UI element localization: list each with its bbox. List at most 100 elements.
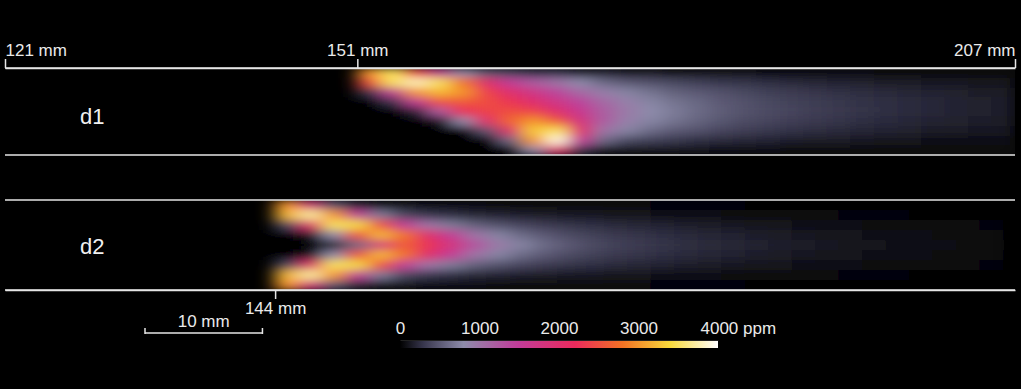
- heatmap-cell: [933, 270, 957, 281]
- heatmap-cell: [545, 107, 569, 117]
- heatmap-cell: [428, 68, 452, 78]
- colorbar-tick-label: 2000: [541, 319, 579, 338]
- colorbar-axis-line: [401, 340, 719, 341]
- heatmap-cell: [674, 230, 698, 241]
- heatmap-cell: [862, 250, 886, 261]
- heatmap-cell: [980, 240, 1004, 251]
- heatmap-cell: [357, 116, 381, 126]
- heatmap-cell: [686, 68, 710, 78]
- heatmap-cell: [886, 210, 910, 221]
- heatmap-cell: [909, 200, 933, 211]
- heatmap-cell: [757, 145, 781, 155]
- tick: 151 mm: [327, 41, 388, 68]
- heatmap-cell: [674, 280, 698, 290]
- heatmap-cell: [487, 250, 511, 261]
- heatmap-cell: [275, 230, 299, 241]
- heatmap-cell: [874, 145, 898, 155]
- heatmap-cell: [780, 116, 804, 126]
- heatmap-cell: [627, 210, 651, 221]
- heatmap-cell: [393, 210, 417, 221]
- heatmap-cell: [592, 107, 616, 117]
- heatmap-cell: [451, 68, 475, 78]
- heatmap-cell: [440, 210, 464, 221]
- heatmap-cell: [451, 87, 475, 97]
- heatmap-cell: [604, 250, 628, 261]
- heatmap-cell: [275, 260, 299, 271]
- heatmap-cell: [487, 280, 511, 290]
- heatmap-cell: [487, 230, 511, 241]
- heatmap-cell: [510, 260, 534, 271]
- heatmap-cell: [780, 87, 804, 97]
- heatmap-cell: [851, 136, 875, 146]
- heatmap-cell: [933, 260, 957, 271]
- heatmap-cell: [569, 145, 593, 155]
- heatmap-cell: [698, 200, 722, 211]
- heatmap-cell: [592, 116, 616, 126]
- heatmap-cell: [886, 200, 910, 211]
- heatmap-cell: [322, 200, 346, 211]
- heatmap-cell: [557, 250, 581, 261]
- heatmap-cell: [945, 107, 969, 117]
- colorbar-tick-label: 1000: [461, 319, 499, 338]
- heatmap-cell: [498, 126, 522, 136]
- heatmap-cell: [721, 200, 745, 211]
- heatmap-cell: [487, 220, 511, 231]
- heatmap-cell: [510, 270, 534, 281]
- heatmap-cell: [393, 240, 417, 251]
- heatmap-cell: [886, 220, 910, 231]
- heatmap-cell: [639, 78, 663, 88]
- heatmap-cell: [710, 87, 734, 97]
- heatmap-cell: [580, 230, 604, 241]
- heatmap-cell: [346, 280, 370, 290]
- heatmap-cell: [909, 250, 933, 261]
- heatmap-cell: [674, 220, 698, 231]
- heatmap-cell: [357, 87, 381, 97]
- heatmap-cell: [886, 230, 910, 241]
- panel-frame: [5, 199, 1015, 201]
- heatmap-cell: [404, 136, 428, 146]
- heatmap-cell: [299, 260, 323, 271]
- heatmap-cell: [839, 250, 863, 261]
- heatmap-cell: [745, 230, 769, 241]
- heatmap-cell: [827, 87, 851, 97]
- heatmap-cell: [792, 200, 816, 211]
- heatmap-cell: [686, 87, 710, 97]
- heatmap-cell: [440, 250, 464, 261]
- heatmap-cell: [651, 250, 675, 261]
- heatmap-cell: [921, 136, 945, 146]
- heatmap-cell: [663, 68, 687, 78]
- heatmap-cell: [275, 250, 299, 261]
- heatmap-cell: [874, 126, 898, 136]
- heatmap-cell: [827, 107, 851, 117]
- heatmap-cell: [780, 97, 804, 107]
- heatmap-cell: [428, 145, 452, 155]
- heatmap-cell: [921, 68, 945, 78]
- heatmap-cell: [569, 87, 593, 97]
- heatmap-cell: [416, 240, 440, 251]
- heatmap-cell: [475, 126, 499, 136]
- heatmap-cell: [533, 220, 557, 231]
- heatmap-cell: [698, 250, 722, 261]
- x-axis: 144 mm: [6, 290, 1016, 318]
- heatmap-cell: [592, 78, 616, 88]
- heatmap-cell: [404, 97, 428, 107]
- heatmap-cell: [557, 200, 581, 211]
- heatmap-cell: [616, 145, 640, 155]
- heatmap-cell: [698, 230, 722, 241]
- heatmap-cell: [475, 145, 499, 155]
- heatmap-cell: [980, 280, 1004, 290]
- heatmap-cell: [404, 87, 428, 97]
- heatmap-cell: [898, 116, 922, 126]
- heatmap-cells: [357, 68, 1015, 155]
- heatmap-cell: [381, 107, 405, 117]
- heatmap-cell: [604, 220, 628, 231]
- heatmap-cell: [757, 116, 781, 126]
- heatmap-cell: [557, 240, 581, 251]
- heatmap-cell: [322, 210, 346, 221]
- heatmap-cell: [416, 210, 440, 221]
- heatmap-cell: [498, 97, 522, 107]
- heatmap-cell: [721, 210, 745, 221]
- heatmap-cell: [768, 270, 792, 281]
- heatmap-cell: [627, 280, 651, 290]
- heatmap-cell: [710, 145, 734, 155]
